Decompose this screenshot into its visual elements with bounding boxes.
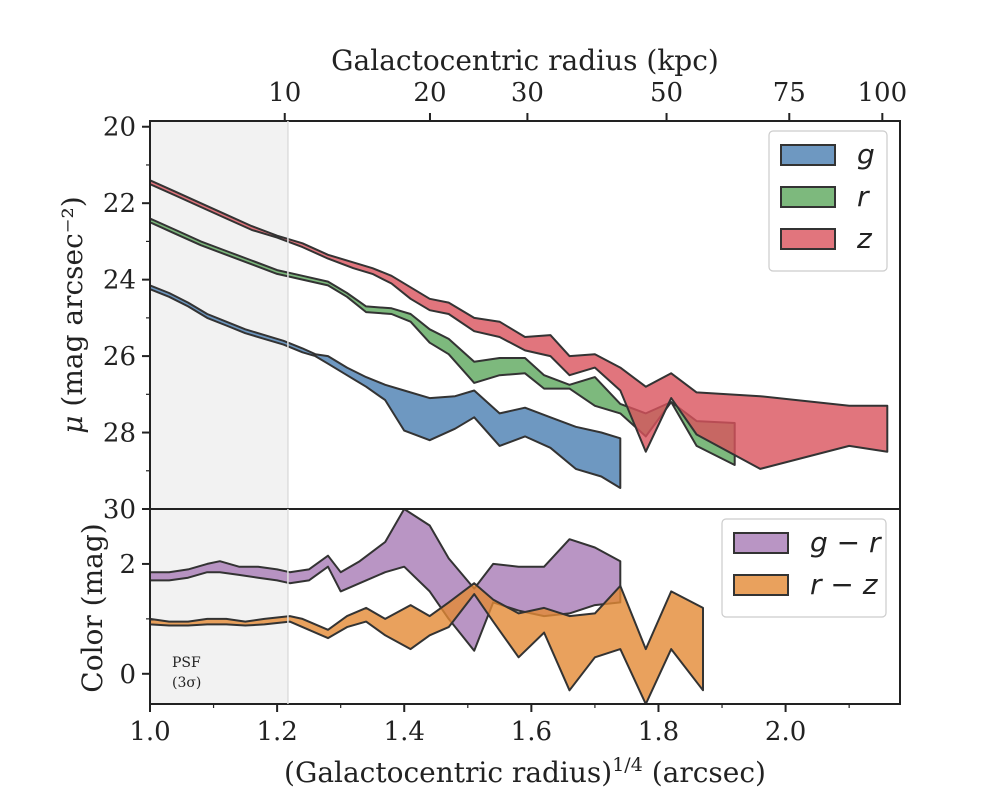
- psf-annotation: PSF: [172, 655, 201, 671]
- legend-label: r: [857, 180, 870, 213]
- bottom-y-axis-label: Color (mag): [76, 523, 109, 692]
- x-tick-label: 2.0: [765, 717, 806, 747]
- band-z: [150, 179, 889, 470]
- y-tick-label: 26: [103, 342, 136, 372]
- top-x-tick-label: 10: [268, 78, 301, 108]
- x-tick-label: 1.0: [129, 717, 170, 747]
- legend-swatch: [780, 144, 836, 166]
- y-tick-label: 0: [119, 660, 136, 690]
- legend-swatch: [780, 228, 836, 250]
- x-tick-label: 1.4: [384, 717, 425, 747]
- bottom-x-axis-label: (Galactocentric radius)1/4 (arcsec): [284, 754, 766, 789]
- y-tick-label: 22: [103, 189, 136, 219]
- top-x-tick-label: 30: [511, 78, 544, 108]
- legend-swatch: [733, 532, 789, 554]
- legend-label: z: [856, 222, 873, 255]
- top-x-tick-label: 20: [413, 78, 446, 108]
- psf-shaded-region-bottom: [150, 509, 288, 704]
- x-tick-label: 1.6: [511, 717, 552, 747]
- y-tick-label: 24: [103, 266, 136, 296]
- top-x-axis-label: Galactocentric radius (kpc): [331, 44, 719, 77]
- bottom-legend: g − r r − z: [721, 518, 887, 618]
- top-panel: 20 22 24 26 28 30 10 20 30 50 75 100 grz: [103, 78, 907, 525]
- bottom-plot-frame: [149, 508, 901, 705]
- legend-swatch: [780, 186, 836, 208]
- bottom-y-ticks: 02: [119, 508, 150, 690]
- legend-label: g: [857, 138, 875, 171]
- psf-annotation-sigma: (3σ): [172, 675, 201, 691]
- legend-label: g − r: [810, 526, 882, 559]
- x-tick-label: 1.8: [638, 717, 679, 747]
- psf-shaded-region-top: [150, 121, 288, 509]
- top-legend: grz: [768, 130, 888, 272]
- y-tick-label: 28: [103, 419, 136, 449]
- band-rz: [150, 582, 704, 704]
- bottom-panel: 02 1.0 1.2 1.4 1.6 1.8 2.0 g − rr − z PSF (3σ…: [119, 508, 901, 747]
- y-tick-label: 20: [103, 113, 136, 143]
- top-x-tick-label: 50: [650, 78, 683, 108]
- top-y-ticks: 20 22 24 26 28 30: [103, 113, 150, 525]
- y-tick-label: 2: [119, 550, 136, 580]
- bottom-x-ticks: 1.0 1.2 1.4 1.6 1.8 2.0: [129, 704, 850, 747]
- top-x-tick-label: 75: [773, 78, 806, 108]
- top-y-axis-label: μ (mag arcsec⁻²): [56, 196, 89, 433]
- top-secondary-x-ticks: 10 20 30 50 75 100: [268, 78, 907, 121]
- band-r: [150, 217, 736, 466]
- y-tick-label: 30: [103, 495, 136, 525]
- top-x-tick-label: 100: [858, 78, 908, 108]
- top-series-group: [150, 179, 889, 489]
- legend-label: r − z: [810, 568, 879, 601]
- bottom-series-group: [150, 509, 704, 704]
- band-g: [150, 284, 622, 489]
- x-tick-label: 1.2: [256, 717, 297, 747]
- legend-swatch: [733, 574, 789, 596]
